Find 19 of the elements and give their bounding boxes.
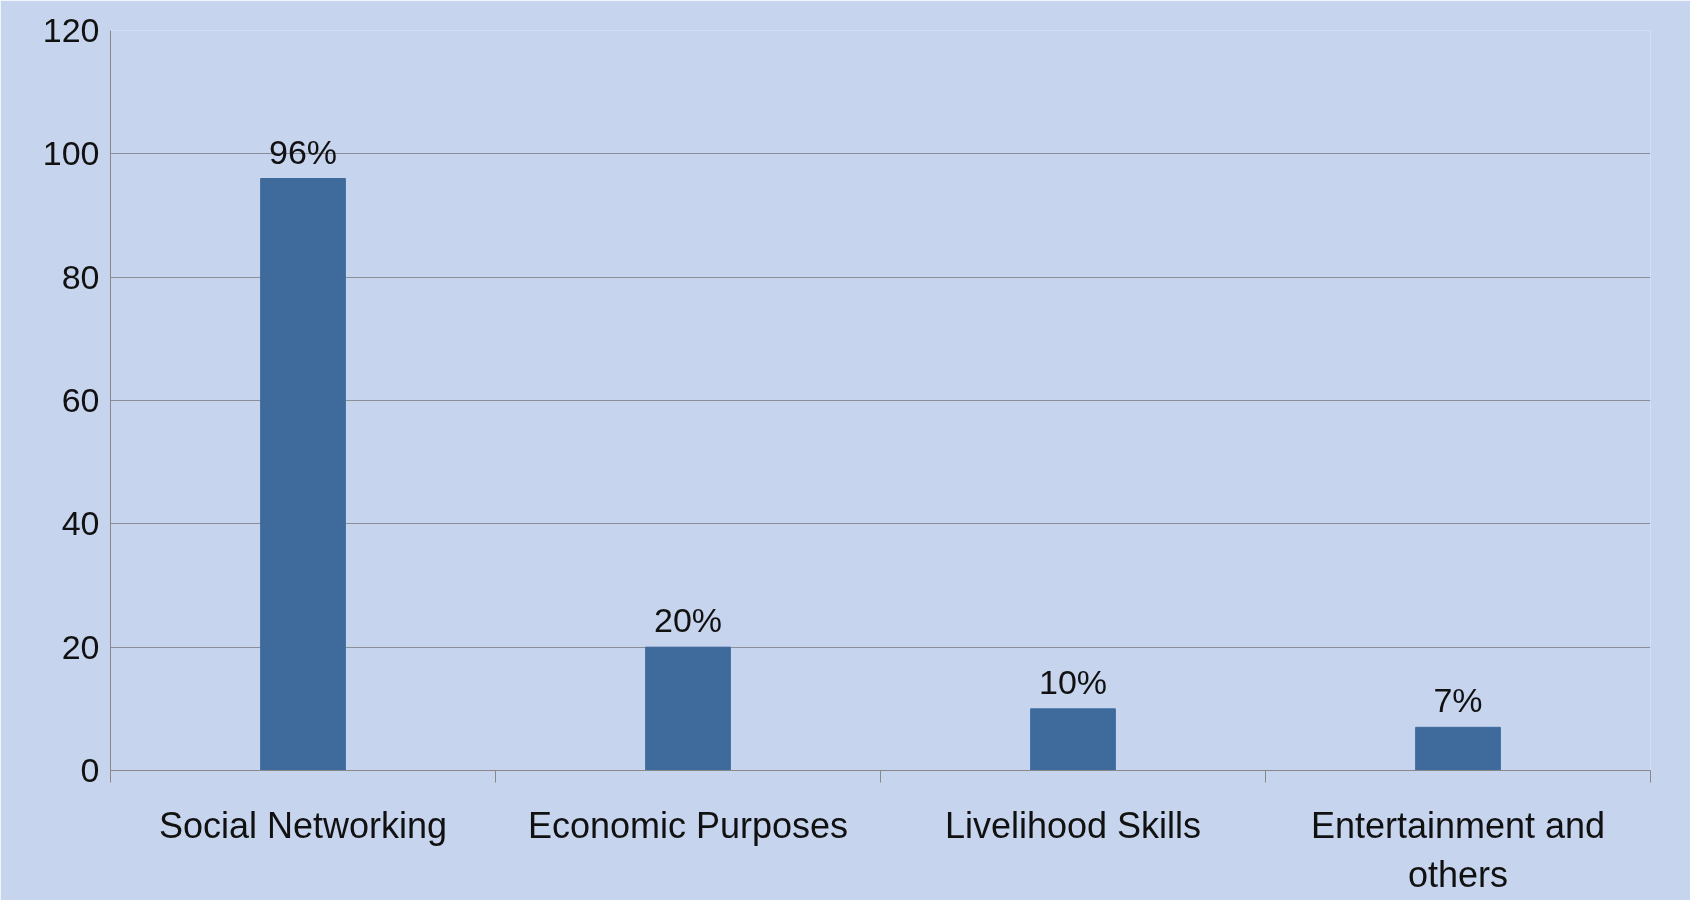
y-tick-label: 100 [42, 134, 100, 173]
x-tick-label: Social Networking [158, 804, 448, 846]
bar [645, 646, 731, 771]
data-label: 7% [1433, 681, 1483, 720]
x-tick-label: Livelihood Skills [944, 804, 1202, 846]
y-tick-label: 80 [61, 257, 100, 296]
bar [1415, 726, 1501, 771]
data-label: 20% [653, 601, 723, 640]
y-tick-label: 120 [42, 11, 100, 49]
y-tick-label: 60 [61, 381, 100, 419]
bar [1030, 708, 1116, 771]
data-label: 96% [268, 132, 338, 171]
y-tick-label: 0 [80, 751, 100, 789]
bar [260, 178, 346, 771]
x-tick-label: Entertainment and others [1310, 804, 1606, 895]
y-tick-label: 20 [61, 627, 100, 666]
x-tick-label: Economic Purposes [527, 804, 849, 846]
y-tick-label: 40 [61, 504, 100, 543]
data-label: 10% [1038, 662, 1108, 701]
